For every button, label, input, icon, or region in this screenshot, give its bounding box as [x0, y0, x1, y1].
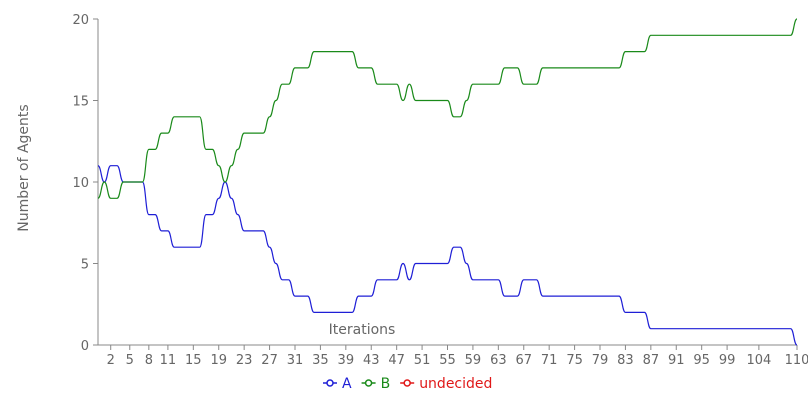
y-axis-ticks: 0 5 10 15 20 — [72, 13, 98, 354]
x-tick-label: 43 — [363, 353, 380, 368]
legend-marker-icon — [403, 379, 411, 387]
x-tick-label: 2 — [107, 353, 115, 368]
series-lines — [97, 18, 798, 346]
legend-marker-icon — [326, 379, 334, 387]
series-line-A — [97, 165, 798, 346]
x-tick-label: 19 — [210, 353, 227, 368]
x-tick-label: 51 — [414, 353, 431, 368]
y-tick-label: 5 — [81, 258, 89, 273]
x-tick-label: 71 — [541, 353, 558, 368]
x-tick-label: 63 — [490, 353, 507, 368]
y-axis-title: Number of Agents — [16, 104, 32, 231]
y-tick-label: 0 — [81, 339, 89, 354]
x-tick-label: 83 — [617, 353, 634, 368]
x-tick-label: 39 — [338, 353, 355, 368]
x-tick-label: 5 — [126, 353, 134, 368]
x-tick-label: 8 — [145, 353, 153, 368]
x-tick-label: 31 — [287, 353, 304, 368]
x-tick-label: 95 — [693, 353, 710, 368]
series-line-B — [97, 18, 798, 199]
x-tick-label: 99 — [719, 353, 736, 368]
x-tick-label: 27 — [261, 353, 278, 368]
y-tick-label: 15 — [72, 95, 89, 110]
y-tick-label: 20 — [72, 13, 89, 28]
x-tick-label: 110 — [785, 353, 808, 368]
legend-label: B — [381, 376, 391, 392]
x-tick-label: 67 — [515, 353, 532, 368]
legend-label: A — [342, 376, 352, 392]
x-tick-label: 55 — [439, 353, 456, 368]
x-tick-label: 47 — [388, 353, 405, 368]
axes — [97, 19, 797, 346]
legend-item-A[interactable]: A — [323, 376, 352, 392]
x-axis-title: Iterations — [329, 322, 396, 338]
x-tick-label: 15 — [185, 353, 202, 368]
legend-item-undecided[interactable]: undecided — [400, 376, 492, 392]
x-tick-label: 91 — [668, 353, 685, 368]
x-tick-label: 23 — [236, 353, 253, 368]
x-tick-label: 75 — [566, 353, 583, 368]
x-tick-label: 11 — [160, 353, 177, 368]
legend-marker-icon — [364, 379, 373, 387]
x-tick-label: 79 — [592, 353, 609, 368]
x-tick-label: 59 — [465, 353, 482, 368]
y-tick-label: 10 — [72, 176, 89, 191]
x-tick-label: 35 — [312, 353, 329, 368]
x-tick-label: 87 — [643, 353, 660, 368]
legend-label: undecided — [419, 376, 492, 392]
x-axis-ticks: 2 5 8 11 15 19 23 27 31 35 39 43 47 51 55 59 63 67 71 75 79 8… — [107, 345, 808, 368]
legend-item-B[interactable]: B — [361, 376, 391, 392]
x-tick-label: 104 — [746, 353, 771, 368]
